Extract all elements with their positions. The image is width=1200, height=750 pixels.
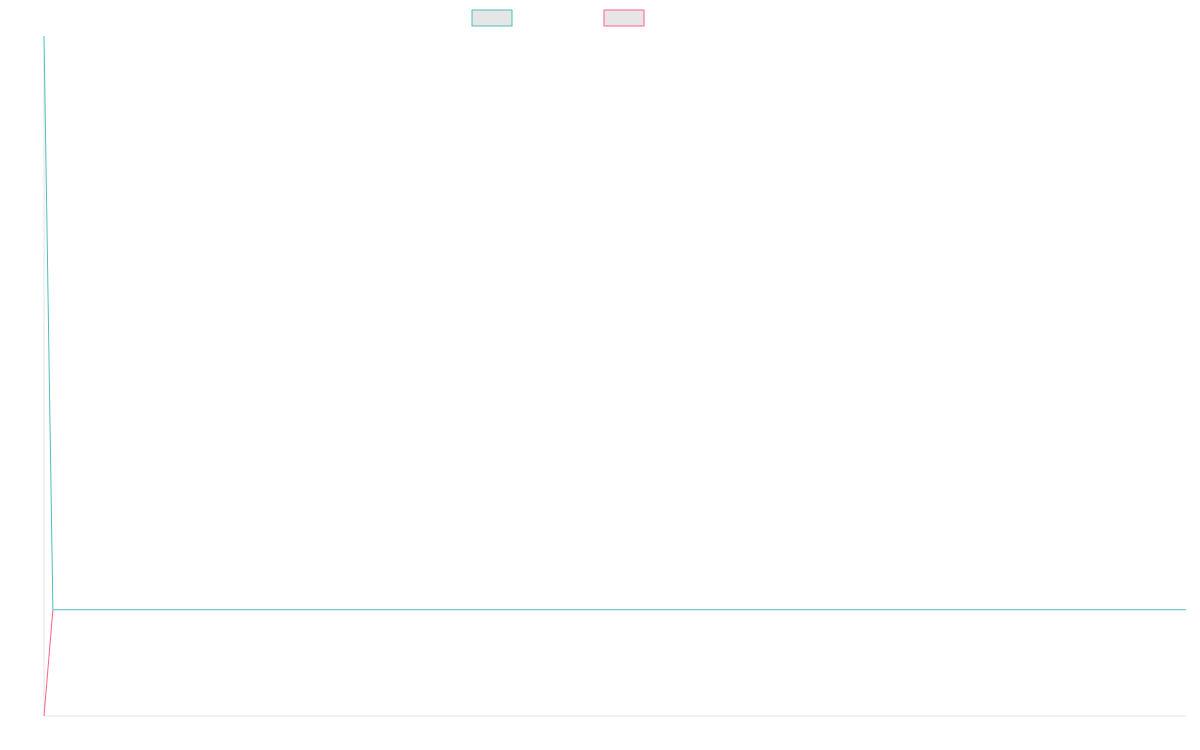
series-line-2 xyxy=(43,609,54,717)
legend-item-1[interactable] xyxy=(471,9,513,27)
series-layer xyxy=(43,35,1186,717)
legend-swatch-2 xyxy=(603,9,645,27)
legend-item-2[interactable] xyxy=(603,9,645,27)
series-line-1 xyxy=(43,35,1186,611)
legend xyxy=(471,9,645,27)
axes xyxy=(43,36,1186,717)
legend-swatch-1 xyxy=(471,9,513,27)
